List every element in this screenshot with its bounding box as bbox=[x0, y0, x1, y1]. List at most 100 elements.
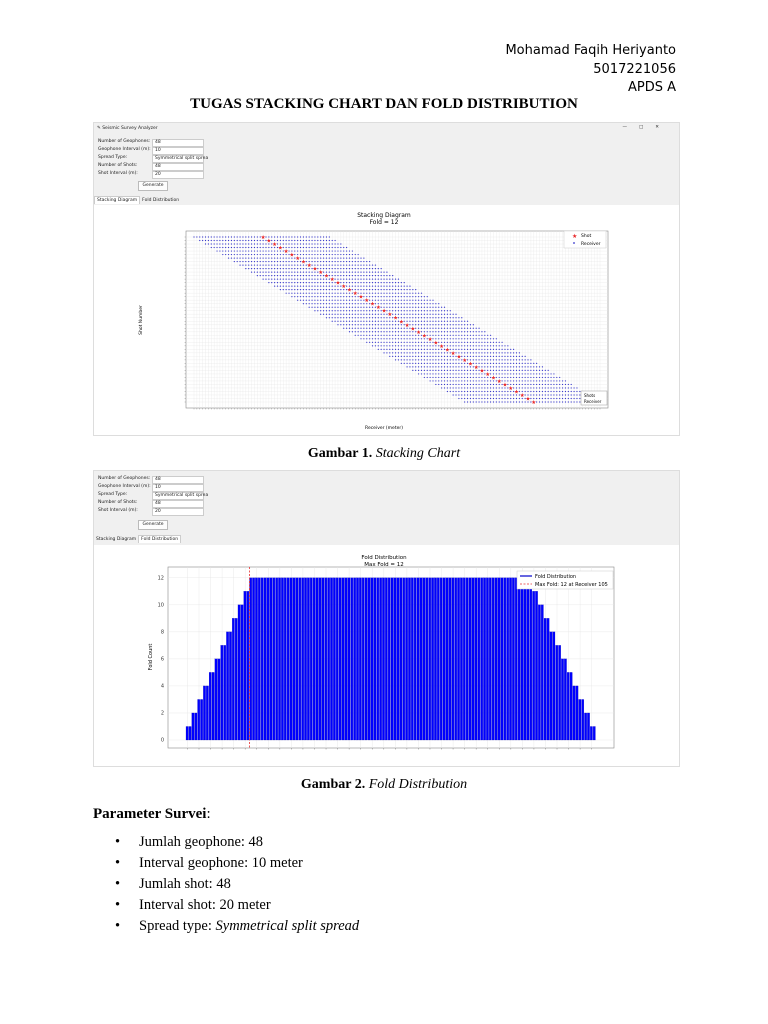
receiver-point bbox=[320, 313, 322, 315]
receiver-point bbox=[403, 303, 405, 305]
receiver-point bbox=[426, 352, 428, 354]
receiver-point bbox=[348, 275, 351, 277]
receiver-point bbox=[256, 239, 258, 242]
receiver-point bbox=[297, 292, 299, 294]
receiver-point bbox=[455, 352, 457, 354]
receiver-point bbox=[443, 324, 446, 326]
window-controls[interactable]: —□✕ bbox=[622, 125, 671, 130]
receiver-point bbox=[374, 303, 377, 305]
receiver-point bbox=[567, 387, 569, 389]
receiver-point bbox=[464, 352, 466, 354]
receiver-point bbox=[466, 338, 469, 340]
receiver-point bbox=[446, 390, 448, 393]
receiver-point bbox=[256, 253, 258, 256]
receiver-point bbox=[369, 320, 371, 322]
receiver-point bbox=[530, 390, 532, 393]
receiver-point bbox=[320, 296, 322, 298]
receiver-point bbox=[389, 338, 391, 340]
receiver-point bbox=[478, 345, 480, 347]
receiver-point bbox=[317, 292, 319, 294]
receiver-point bbox=[510, 387, 512, 389]
receiver-point bbox=[374, 320, 377, 322]
receiver-point bbox=[504, 390, 506, 393]
receiver-point bbox=[386, 292, 388, 294]
receiver-point bbox=[446, 383, 448, 386]
tab-stacking-diagram[interactable]: Stacking Diagram bbox=[96, 537, 137, 542]
receiver-point bbox=[343, 327, 345, 329]
close-button[interactable]: ✕ bbox=[655, 125, 671, 130]
receiver-point bbox=[389, 296, 391, 298]
receiver-point bbox=[415, 348, 417, 350]
receiver-point bbox=[340, 317, 342, 319]
receiver-point bbox=[268, 264, 270, 266]
receiver-point bbox=[498, 373, 500, 375]
receiver-point bbox=[389, 275, 391, 277]
receiver-point bbox=[236, 246, 238, 249]
receiver-point bbox=[331, 275, 333, 277]
receiver-point bbox=[386, 299, 388, 301]
minimize-button[interactable]: — bbox=[622, 125, 639, 130]
shot-point: ★ bbox=[278, 246, 283, 252]
app-screenshot-fold: Number of Geophones: 48 Geophone Interval… bbox=[93, 470, 680, 767]
receiver-point bbox=[515, 397, 518, 400]
receiver-point bbox=[294, 282, 296, 284]
receiver-point bbox=[268, 278, 270, 280]
shot-point: ★ bbox=[520, 393, 525, 399]
receiver-point bbox=[380, 296, 382, 298]
receiver-point bbox=[561, 380, 564, 382]
receiver-point bbox=[504, 380, 506, 382]
receiver-point bbox=[394, 310, 397, 312]
receiver-point bbox=[343, 257, 345, 259]
receiver-point bbox=[374, 331, 377, 333]
receiver-point bbox=[369, 341, 371, 343]
receiver-point bbox=[311, 285, 313, 287]
generate-button[interactable]: Generate bbox=[138, 520, 168, 530]
tab-stacking-diagram[interactable]: Stacking Diagram bbox=[94, 196, 141, 204]
receiver-point bbox=[524, 376, 526, 379]
receiver-point bbox=[533, 362, 535, 364]
fold-bar bbox=[255, 577, 258, 741]
receiver-point bbox=[386, 345, 388, 347]
receiver-point bbox=[409, 289, 411, 291]
receiver-point bbox=[346, 282, 348, 284]
shot-point: ★ bbox=[347, 288, 352, 294]
receiver-point bbox=[271, 267, 273, 270]
maximize-button[interactable]: □ bbox=[638, 125, 656, 130]
receiver-point bbox=[279, 253, 281, 256]
receiver-point bbox=[429, 331, 431, 333]
receiver-point bbox=[438, 306, 440, 308]
receiver-point bbox=[351, 310, 353, 312]
receiver-point bbox=[478, 341, 480, 343]
receiver-point bbox=[403, 324, 405, 326]
receiver-point bbox=[441, 369, 443, 372]
receiver-point bbox=[478, 383, 480, 386]
receiver-point bbox=[524, 380, 526, 382]
receiver-point bbox=[274, 271, 276, 273]
receiver-point bbox=[308, 246, 310, 249]
author-name: Mohamad Faqih Heriyanto bbox=[505, 43, 676, 58]
receiver-point bbox=[346, 289, 348, 291]
receiver-point bbox=[478, 338, 480, 340]
receiver-point bbox=[536, 376, 538, 379]
receiver-point bbox=[415, 310, 417, 312]
receiver-point bbox=[371, 275, 374, 277]
receiver-point bbox=[536, 369, 538, 372]
receiver-point bbox=[242, 250, 244, 252]
receiver-point bbox=[386, 278, 388, 280]
receiver-point bbox=[369, 313, 371, 315]
receiver-point bbox=[403, 345, 405, 347]
receiver-point bbox=[371, 299, 374, 301]
fold-bar bbox=[567, 672, 570, 741]
receiver-point bbox=[495, 359, 497, 361]
receiver-point bbox=[248, 246, 250, 249]
tab-fold-distribution[interactable]: Fold Distribution bbox=[142, 198, 180, 203]
generate-button[interactable]: Generate bbox=[138, 181, 168, 191]
tab-fold-distribution[interactable]: Fold Distribution bbox=[138, 535, 182, 543]
receiver-point bbox=[337, 289, 339, 291]
receiver-point bbox=[423, 376, 425, 379]
receiver-point bbox=[279, 246, 281, 249]
receiver-point bbox=[279, 289, 281, 291]
receiver-point bbox=[412, 320, 414, 322]
receiver-point bbox=[420, 348, 423, 350]
receiver-point bbox=[472, 341, 474, 343]
